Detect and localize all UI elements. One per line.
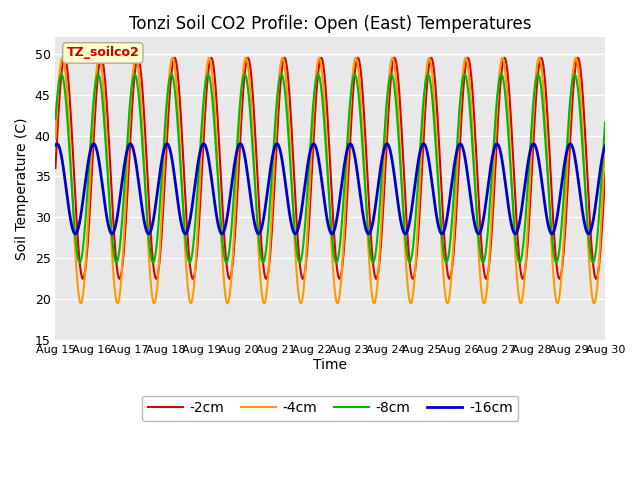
-4cm (347, 103, 355, 108)
-2cm (553, 265, 561, 271)
Legend: -2cm, -4cm, -8cm, -16cm: -2cm, -4cm, -8cm, -16cm (143, 396, 518, 421)
-8cm (568, 79, 576, 85)
-4cm (553, 300, 561, 306)
-2cm (61, 55, 68, 60)
-16cm (490, 145, 498, 151)
-8cm (358, 144, 366, 149)
-16cm (53, 141, 61, 146)
-4cm (568, 77, 576, 83)
-8cm (76, 260, 83, 265)
Line: -16cm: -16cm (56, 144, 605, 234)
-4cm (601, 141, 609, 146)
-2cm (490, 185, 498, 191)
-8cm (52, 116, 60, 122)
-8cm (58, 72, 65, 77)
-16cm (52, 143, 60, 148)
Title: Tonzi Soil CO2 Profile: Open (East) Temperatures: Tonzi Soil CO2 Profile: Open (East) Temp… (129, 15, 532, 33)
-2cm (347, 132, 355, 138)
-4cm (205, 55, 213, 60)
-8cm (601, 120, 609, 126)
-8cm (553, 259, 561, 264)
Line: -2cm: -2cm (56, 58, 605, 279)
-2cm (52, 166, 60, 171)
Line: -4cm: -4cm (56, 58, 605, 303)
-16cm (358, 208, 366, 214)
-8cm (490, 131, 498, 137)
-4cm (77, 300, 84, 306)
-8cm (205, 73, 213, 79)
-4cm (59, 55, 67, 60)
-2cm (568, 102, 576, 108)
-4cm (52, 136, 60, 142)
-2cm (205, 61, 213, 67)
Y-axis label: Soil Temperature (C): Soil Temperature (C) (15, 118, 29, 260)
-16cm (72, 231, 79, 237)
-16cm (205, 160, 213, 166)
X-axis label: Time: Time (314, 358, 348, 372)
-2cm (601, 170, 609, 176)
-16cm (553, 215, 561, 221)
-16cm (601, 143, 609, 149)
-4cm (358, 126, 366, 132)
-4cm (490, 156, 498, 162)
-2cm (79, 276, 87, 282)
-16cm (568, 144, 576, 149)
-16cm (347, 141, 355, 147)
-8cm (347, 95, 355, 100)
Text: TZ_soilco2: TZ_soilco2 (67, 47, 139, 60)
Line: -8cm: -8cm (56, 74, 605, 263)
-2cm (358, 87, 366, 93)
